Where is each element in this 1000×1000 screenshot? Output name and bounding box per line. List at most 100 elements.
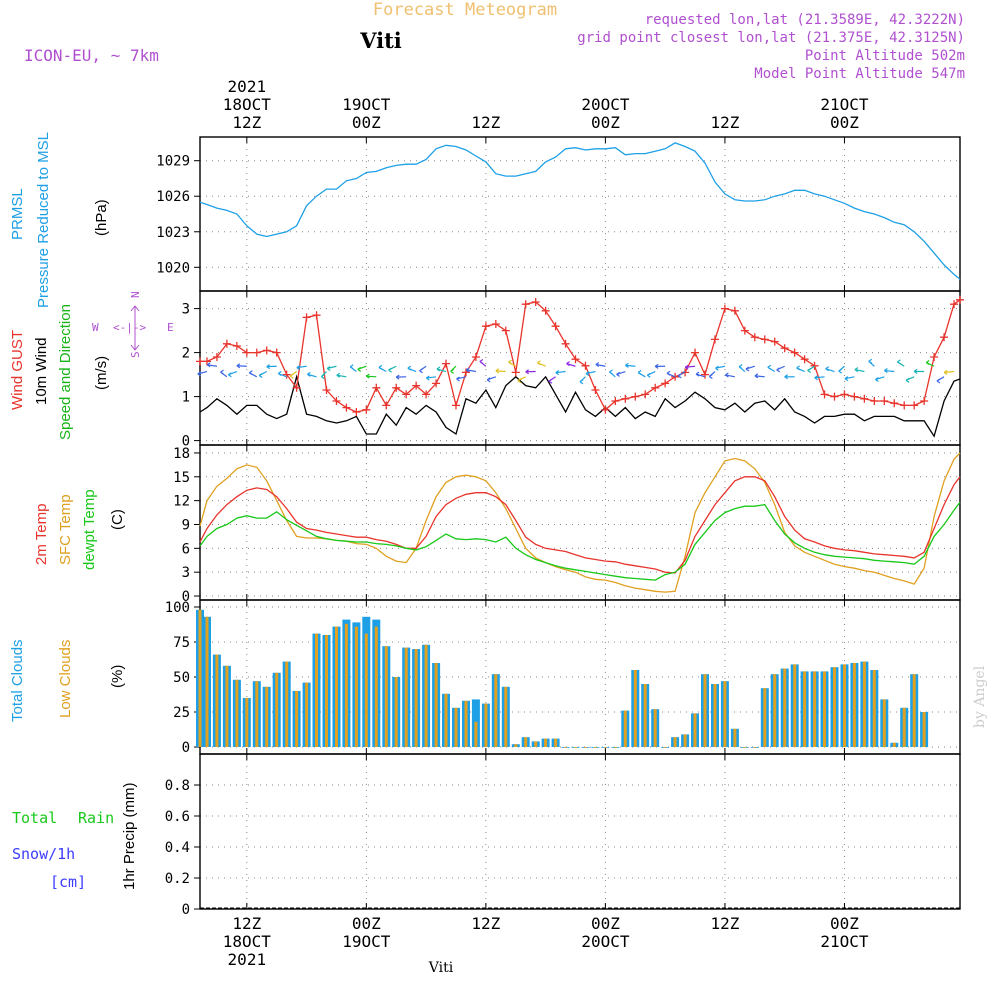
gust-marker (691, 348, 700, 357)
wind-direction-arrowhead (508, 359, 512, 365)
dewpt-temp-line (199, 501, 961, 581)
wind-direction-arrowhead (228, 372, 232, 378)
wind-direction-arrow (555, 370, 566, 374)
bottom-time-label: 21OCT (820, 932, 869, 951)
temp-sfc-label: SFC Temp (57, 494, 74, 565)
precip-ytick-label: 0 (182, 902, 190, 918)
prmsl-label: PRMSL (9, 188, 26, 240)
gust-marker (581, 361, 590, 370)
wind-direction-arrowhead (566, 361, 570, 367)
low-clouds-bar (554, 738, 558, 747)
gust-marker (930, 353, 939, 361)
wind-direction-arrowhead (807, 368, 811, 374)
clouds-panel: 0 25 50 75 100 (165, 599, 961, 756)
wind-unit-label: (m/s) (93, 356, 110, 390)
gust-marker (422, 390, 431, 399)
low-clouds-bar (723, 681, 727, 747)
wind-direction-arrowhead (943, 369, 948, 375)
gust-marker (352, 408, 361, 416)
low-clouds-bar (434, 663, 438, 747)
precip-ytick-label: 0.2 (165, 871, 190, 887)
gust-marker (202, 357, 211, 366)
wind-direction-arrowhead (796, 365, 800, 371)
temp-ytick-label: 9 (182, 517, 190, 533)
temp-frame (199, 444, 961, 601)
temperature-panel: 0 3 6 9 12 15 18 (173, 444, 961, 605)
wind-direction-arrowhead (236, 363, 241, 369)
gust-marker (730, 306, 739, 315)
clouds-ytick-label: 0 (182, 740, 190, 756)
wind-direction-arrowhead (258, 372, 263, 378)
gust-marker (671, 372, 680, 381)
temp-ytick-label: 15 (173, 470, 190, 486)
gust-marker (262, 346, 271, 355)
bottom-time-label: 2021 (228, 950, 267, 969)
gust-marker (661, 379, 670, 388)
wind-direction-arrow (844, 376, 855, 380)
wind-direction-arrowhead (206, 362, 211, 368)
wind-direction-arrowhead (517, 378, 522, 384)
gust-marker (451, 401, 460, 410)
wind-direction-arrowhead (296, 365, 301, 371)
precip-frame (199, 753, 961, 910)
wind-ytick-label: 2 (182, 346, 190, 362)
temp-ytick-label: 18 (173, 446, 190, 462)
wind-direction-label: Speed and Direction (57, 304, 74, 440)
wind-direction-arrowhead (197, 371, 202, 377)
wind-direction-arrowhead (555, 370, 560, 376)
meteogram-title: Forecast Meteogram (373, 0, 557, 20)
low-clouds-bar (225, 665, 229, 747)
temp-ytick-label: 6 (182, 541, 190, 557)
wind-direction-arrowhead (585, 371, 590, 377)
wind-direction-arrowhead (897, 359, 901, 365)
total-clouds-label: Total Clouds (9, 639, 26, 722)
gust-marker (511, 368, 520, 377)
compass-north: N (129, 291, 142, 298)
wind-direction-arrow (426, 376, 437, 379)
bottom-time-label: 00Z (591, 914, 620, 933)
low-clouds-bar (235, 679, 239, 747)
gust-marker (372, 383, 381, 392)
wind-direction-arrow (236, 365, 247, 367)
temp-2m-line (199, 476, 961, 574)
low-clouds-bar (733, 728, 737, 747)
gust-marker (302, 313, 311, 322)
wind-direction-arrowhead (695, 371, 700, 377)
temp-ytick-label: 0 (182, 589, 190, 605)
low-clouds-bar (454, 707, 458, 747)
low-clouds-bar (633, 670, 637, 747)
wind-direction-arrowhead (715, 365, 719, 371)
gust-marker (651, 383, 660, 392)
low-clouds-bar (783, 668, 787, 747)
temp-unit-label: (C) (109, 509, 126, 530)
clouds-ytick-label: 25 (173, 705, 190, 721)
wind-direction-arrowhead (307, 371, 311, 377)
wind-direction-arrow (366, 375, 377, 378)
wind-direction-arrowhead (388, 367, 392, 373)
low-clouds-bar (882, 699, 886, 747)
wind-10m-label: 10m Wind (33, 337, 50, 405)
top-time-label: 21OCT (820, 95, 869, 114)
gust-marker (890, 399, 899, 408)
wind-direction-arrowhead (321, 374, 325, 380)
low-clouds-bar (813, 671, 817, 747)
low-clouds-bar (912, 674, 916, 747)
top-time-label: 20OCT (581, 95, 630, 114)
wind-direction-arrowhead (875, 377, 879, 383)
wind-direction-arrow (754, 375, 765, 378)
wind-direction-arrowhead (220, 369, 224, 375)
wind-direction-arrowhead (754, 373, 759, 379)
clouds-ytick-label: 100 (165, 600, 190, 616)
top-time-label: 12Z (232, 113, 261, 132)
gust-marker (710, 335, 719, 344)
wind-direction-arrowhead (326, 365, 331, 371)
gust-marker (810, 361, 819, 370)
low-clouds-bar (424, 644, 428, 747)
bottom-time-label: 12Z (232, 914, 261, 933)
wind-direction-arrow (625, 364, 636, 367)
low-clouds-bar (534, 741, 538, 747)
requested-coords: requested lon,lat (21.3589E, 42.3222N) (645, 12, 965, 28)
